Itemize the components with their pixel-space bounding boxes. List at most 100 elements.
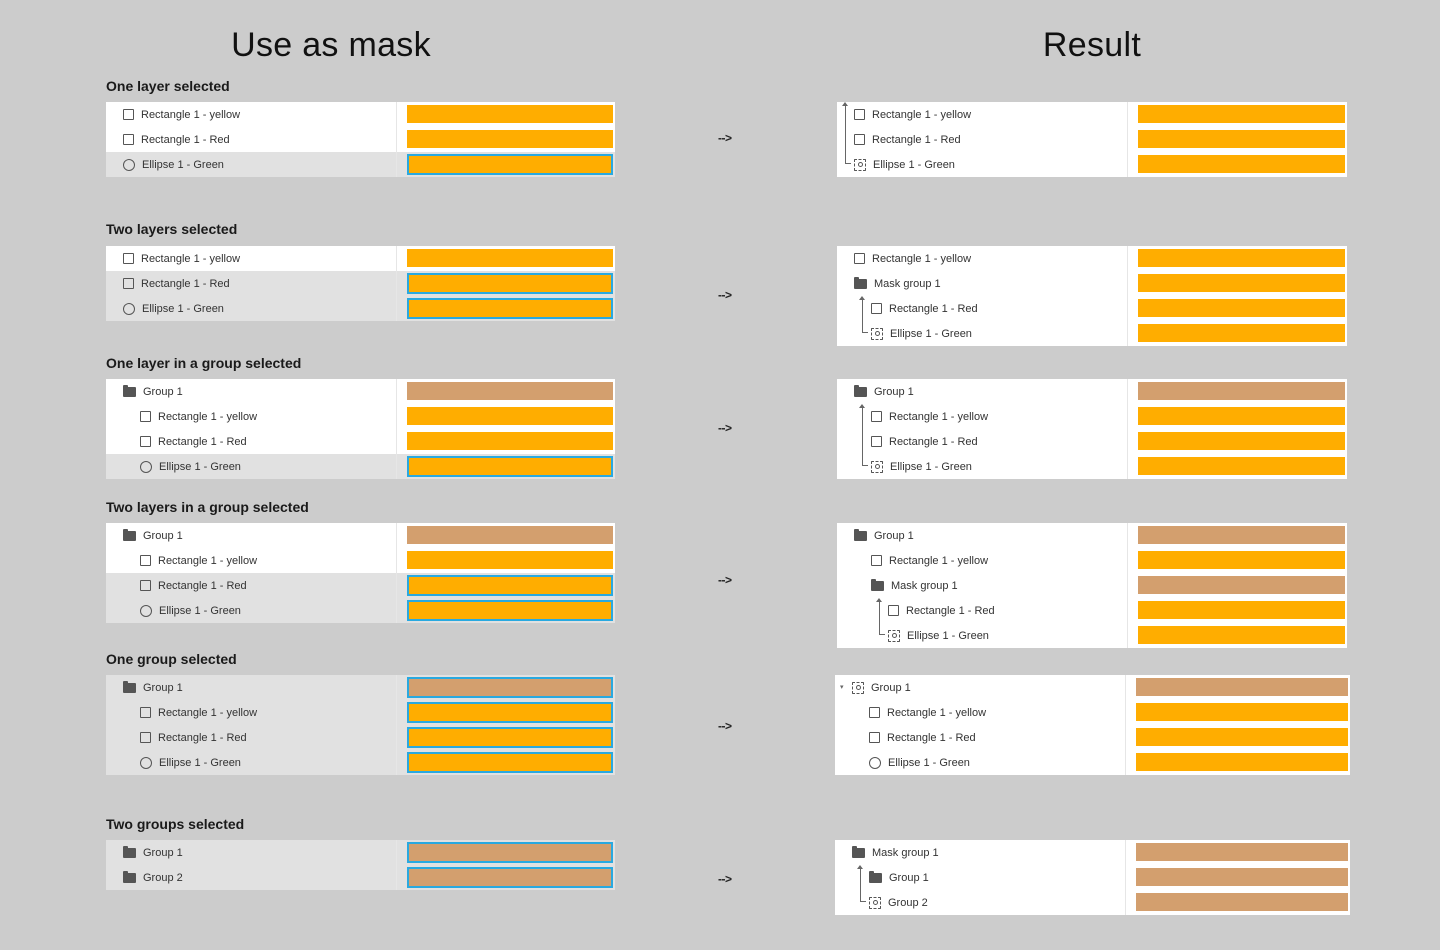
- layer-name-cell: Group 1: [106, 840, 413, 865]
- group-color-bar: [1136, 893, 1348, 911]
- layer-row[interactable]: Rectangle 1 - Red: [837, 127, 1347, 152]
- layer-row[interactable]: Ellipse 1 - Green: [837, 152, 1347, 177]
- mask-icon: [852, 681, 864, 694]
- layer-name-cell: Rectangle 1 - Red: [835, 725, 1159, 750]
- layer-color-bar: [407, 551, 613, 569]
- layer-label: Rectangle 1 - yellow: [141, 108, 241, 121]
- layer-row[interactable]: Rectangle 1 - yellow: [835, 700, 1350, 725]
- rectangle-icon: [140, 707, 151, 718]
- result-arrow: -->: [718, 288, 732, 302]
- layer-label: Group 1: [143, 846, 183, 859]
- layer-color-bar: [1138, 626, 1345, 644]
- layer-row[interactable]: Mask group 1: [837, 271, 1347, 296]
- layer-row[interactable]: Rectangle 1 - Red: [837, 598, 1347, 623]
- layer-row[interactable]: Ellipse 1 - Green: [106, 296, 615, 321]
- layer-label: Group 1: [143, 529, 183, 542]
- layer-row[interactable]: Mask group 1: [837, 573, 1347, 598]
- layer-row[interactable]: Rectangle 1 - yellow: [837, 404, 1347, 429]
- rectangle-icon: [123, 278, 134, 289]
- layer-label: Rectangle 1 - yellow: [872, 252, 972, 265]
- section-title: One layer selected: [106, 78, 230, 94]
- layer-color-bar: [1138, 324, 1345, 342]
- layer-row[interactable]: Rectangle 1 - Red: [106, 127, 615, 152]
- layer-row[interactable]: Ellipse 1 - Green: [106, 598, 615, 623]
- mask-connector: [859, 404, 869, 466]
- column-divider: [1127, 271, 1128, 296]
- layer-row[interactable]: Rectangle 1 - Red: [106, 573, 615, 598]
- layer-label: Group 1: [143, 681, 183, 694]
- layer-name-cell: Rectangle 1 - yellow: [837, 404, 1161, 429]
- layer-row[interactable]: Ellipse 1 - Green: [837, 321, 1347, 346]
- layer-label: Rectangle 1 - yellow: [158, 706, 258, 719]
- layer-row[interactable]: Group 1: [835, 675, 1350, 700]
- layer-row[interactable]: Group 1: [837, 379, 1347, 404]
- layer-row[interactable]: Group 1: [835, 865, 1350, 890]
- layer-name-cell: Group 1: [837, 379, 1144, 404]
- column-divider: [396, 404, 397, 429]
- column-divider: [1127, 296, 1128, 321]
- group-color-bar: [1138, 382, 1345, 400]
- column-divider: [396, 429, 397, 454]
- layers-panel-result: Rectangle 1 - yellow Rectangle 1 - Red Ell…: [837, 102, 1347, 177]
- layer-label: Ellipse 1 - Green: [159, 604, 241, 617]
- layer-row[interactable]: Group 2: [835, 890, 1350, 915]
- layer-row[interactable]: Ellipse 1 - Green: [837, 454, 1347, 479]
- layer-label: Rectangle 1 - yellow: [889, 410, 989, 423]
- rectangle-icon: [871, 436, 882, 447]
- layer-name-cell: Rectangle 1 - Red: [837, 127, 1144, 152]
- rectangle-icon: [854, 109, 865, 120]
- column-divider: [1127, 246, 1128, 271]
- layer-color-bar: [1136, 753, 1348, 771]
- layer-row[interactable]: Ellipse 1 - Green: [106, 454, 615, 479]
- layer-row[interactable]: Rectangle 1 - yellow: [106, 404, 615, 429]
- group-color-bar: [407, 867, 613, 888]
- layer-name-cell: Ellipse 1 - Green: [837, 152, 1144, 177]
- layer-row[interactable]: Ellipse 1 - Green: [837, 623, 1347, 648]
- result-arrow: -->: [718, 573, 732, 587]
- layer-row[interactable]: Rectangle 1 - Red: [837, 429, 1347, 454]
- collapse-caret-icon[interactable]: ▾: [840, 684, 844, 691]
- layer-label: Rectangle 1 - yellow: [158, 554, 258, 567]
- layer-name-cell: Rectangle 1 - yellow: [106, 404, 430, 429]
- layer-name-cell: Ellipse 1 - Green: [837, 623, 1178, 648]
- layer-row[interactable]: Rectangle 1 - yellow: [837, 102, 1347, 127]
- layer-label: Ellipse 1 - Green: [159, 460, 241, 473]
- layer-label: Rectangle 1 - yellow: [872, 108, 972, 121]
- layer-color-bar: [407, 105, 613, 123]
- layer-row[interactable]: Rectangle 1 - yellow: [106, 102, 615, 127]
- layer-row[interactable]: Rectangle 1 - Red: [106, 429, 615, 454]
- layer-row[interactable]: Group 1: [106, 379, 615, 404]
- column-divider: [396, 865, 397, 890]
- layer-color-bar: [407, 273, 613, 294]
- layer-name-cell: Rectangle 1 - yellow: [106, 548, 430, 573]
- layer-row[interactable]: Ellipse 1 - Green: [106, 750, 615, 775]
- layer-row[interactable]: Group 1: [837, 523, 1347, 548]
- layer-name-cell: Ellipse 1 - Green: [835, 750, 1159, 775]
- layer-row[interactable]: Group 1: [106, 523, 615, 548]
- layer-row[interactable]: Rectangle 1 - yellow: [106, 246, 615, 271]
- layer-row[interactable]: Rectangle 1 - Red: [106, 725, 615, 750]
- layer-row[interactable]: Rectangle 1 - yellow: [106, 700, 615, 725]
- rectangle-icon: [123, 109, 134, 120]
- layer-label: Group 1: [874, 385, 914, 398]
- layer-row[interactable]: Mask group 1: [835, 840, 1350, 865]
- column-divider: [396, 523, 397, 548]
- layer-label: Ellipse 1 - Green: [159, 756, 241, 769]
- layer-name-cell: Ellipse 1 - Green: [106, 152, 413, 177]
- layer-label: Ellipse 1 - Green: [142, 302, 224, 315]
- layer-row[interactable]: Group 2: [106, 865, 615, 890]
- layer-row[interactable]: Ellipse 1 - Green: [835, 750, 1350, 775]
- layer-row[interactable]: Rectangle 1 - yellow: [837, 548, 1347, 573]
- layer-row[interactable]: Group 1: [106, 675, 615, 700]
- section-title: Two groups selected: [106, 816, 245, 832]
- layer-row[interactable]: Rectangle 1 - Red: [835, 725, 1350, 750]
- group-color-bar: [1136, 678, 1348, 696]
- layer-row[interactable]: Rectangle 1 - Red: [106, 271, 615, 296]
- layer-row[interactable]: Ellipse 1 - Green: [106, 152, 615, 177]
- layer-row[interactable]: Rectangle 1 - yellow: [837, 246, 1347, 271]
- layer-row[interactable]: Rectangle 1 - Red: [837, 296, 1347, 321]
- layer-row[interactable]: Rectangle 1 - yellow: [106, 548, 615, 573]
- layer-row[interactable]: Group 1: [106, 840, 615, 865]
- column-divider: [396, 675, 397, 700]
- layer-name-cell: Ellipse 1 - Green: [106, 454, 430, 479]
